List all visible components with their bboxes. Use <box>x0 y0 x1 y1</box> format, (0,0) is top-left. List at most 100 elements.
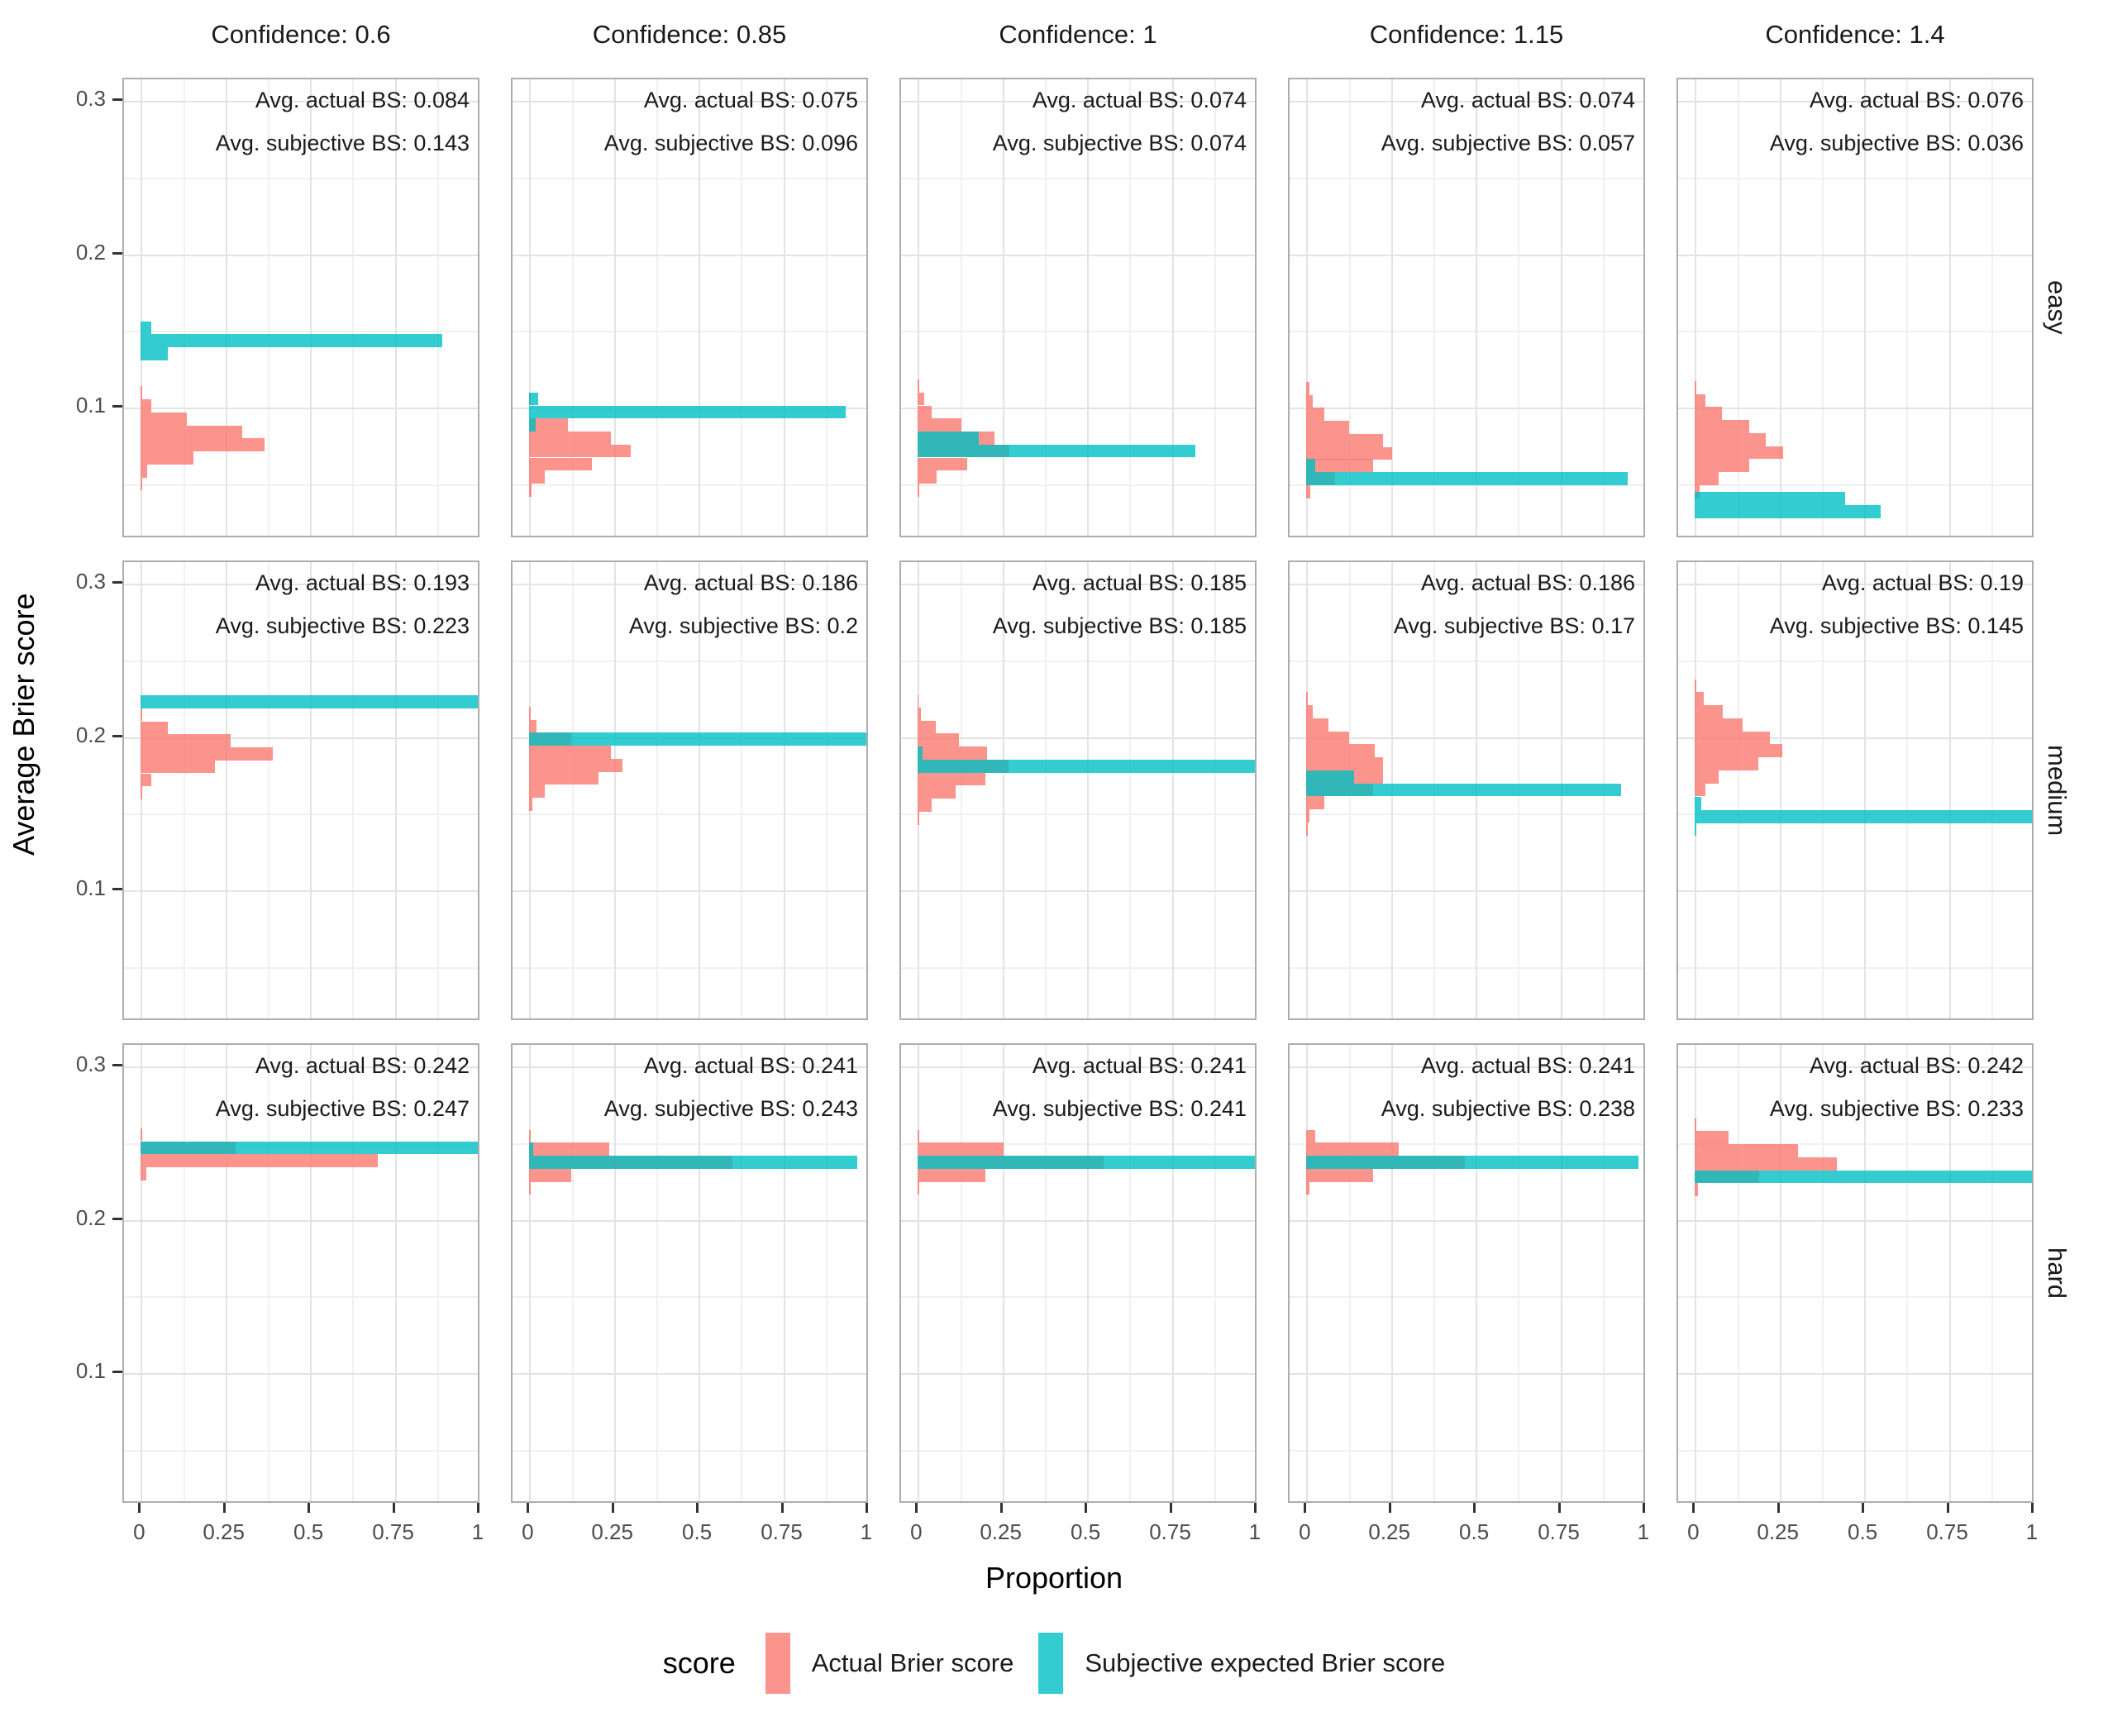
major-gridline <box>141 79 143 536</box>
actual-hist-bar <box>529 432 611 445</box>
minor-gridline <box>1214 562 1216 1018</box>
minor-gridline <box>124 966 478 969</box>
minor-gridline <box>183 562 185 1018</box>
subjective-hist-bar <box>529 392 539 406</box>
actual-hist-bar <box>918 772 986 786</box>
major-gridline <box>1390 79 1393 536</box>
major-gridline <box>124 101 478 103</box>
actual-hist-bar <box>141 747 273 761</box>
x-tick-mark <box>392 1503 395 1513</box>
subjective-hist-bar <box>1695 823 1697 837</box>
x-tick-mark <box>1642 1503 1645 1513</box>
actual-hist-bar <box>529 1129 532 1143</box>
major-gridline <box>124 584 478 586</box>
minor-gridline <box>1906 79 1909 536</box>
actual-hist-bar <box>141 464 148 478</box>
minor-gridline <box>825 1045 827 1501</box>
major-gridline <box>783 79 785 536</box>
minor-gridline <box>124 331 478 333</box>
subjective-hist-bar <box>141 334 442 348</box>
major-gridline <box>1476 1045 1478 1501</box>
y-tick-mark <box>112 581 122 584</box>
minor-gridline <box>571 1045 574 1501</box>
minor-gridline <box>124 1296 478 1299</box>
panel-medium-0.85: Avg. actual BS: 0.186 Avg. subjective BS:… <box>511 560 868 1020</box>
x-tick-mark <box>915 1503 918 1513</box>
minor-gridline <box>1433 79 1435 536</box>
x-tick-mark <box>780 1503 784 1513</box>
minor-gridline <box>267 1045 269 1501</box>
major-gridline <box>1779 562 1781 1018</box>
minor-gridline <box>960 562 962 1018</box>
actual-hist-bar <box>918 379 920 393</box>
major-gridline <box>901 1066 1255 1069</box>
avg-subjective-annotation: Avg. subjective BS: 0.247 <box>215 1096 470 1121</box>
major-gridline <box>513 889 866 892</box>
subjective-hist-bar <box>529 1142 534 1157</box>
actual-hist-bar <box>141 786 143 799</box>
actual-hist-bar <box>1306 809 1310 823</box>
x-tick-label: 1 <box>1248 1519 1261 1544</box>
avg-actual-annotation: Avg. actual BS: 0.241 <box>1032 1053 1247 1078</box>
actual-hist-bar <box>918 785 956 799</box>
major-gridline <box>1948 1045 1951 1501</box>
x-tick-label: 0.75 <box>372 1519 414 1544</box>
actual-hist-bar <box>1695 731 1770 745</box>
actual-hist-bar <box>529 457 593 471</box>
actual-hist-bar <box>141 477 143 491</box>
subjective-hist-bar <box>141 321 151 335</box>
actual-hist-bar <box>918 457 967 471</box>
major-gridline <box>1678 1372 2032 1375</box>
minor-gridline <box>267 562 269 1018</box>
minor-gridline <box>901 1296 1255 1299</box>
actual-hist-bar <box>1695 705 1723 718</box>
minor-gridline <box>1044 79 1047 536</box>
actual-hist-bar <box>1306 718 1329 732</box>
x-tick-mark <box>611 1503 614 1513</box>
minor-gridline <box>513 177 866 179</box>
major-gridline <box>513 1066 866 1069</box>
minor-gridline <box>436 562 439 1018</box>
actual-hist-bar <box>141 1154 378 1167</box>
minor-gridline <box>656 1045 658 1501</box>
major-gridline <box>1290 407 1643 409</box>
minor-gridline <box>901 1449 1255 1452</box>
subjective-hist-bar <box>1306 459 1316 473</box>
avg-subjective-annotation: Avg. subjective BS: 0.233 <box>1769 1096 2024 1121</box>
panel-easy-1.4: Avg. actual BS: 0.076 Avg. subjective BS:… <box>1676 78 2034 537</box>
minor-gridline <box>825 79 827 536</box>
actual-hist-bar <box>141 386 143 400</box>
actual-hist-bar <box>141 773 151 787</box>
major-gridline <box>225 79 227 536</box>
actual-hist-bar <box>141 760 216 774</box>
panel-medium-1: Avg. actual BS: 0.185 Avg. subjective BS:… <box>899 560 1257 1020</box>
actual-hist-bar <box>1306 796 1325 810</box>
actual-hist-bar <box>529 706 532 720</box>
minor-gridline <box>1433 1045 1435 1501</box>
major-gridline <box>1678 407 2032 409</box>
minor-gridline <box>656 79 658 536</box>
y-tick-label: 0.2 <box>75 239 106 265</box>
major-gridline <box>225 1045 227 1501</box>
actual-hist-bar <box>918 799 932 812</box>
actual-hist-bar <box>1306 446 1393 460</box>
y-tick-mark <box>112 887 122 890</box>
major-gridline <box>613 1045 616 1501</box>
actual-hist-bar <box>1306 1168 1374 1182</box>
minor-gridline <box>1821 1045 1824 1501</box>
actual-hist-bar <box>1306 394 1314 408</box>
x-tick-label: 0.75 <box>1926 1519 1968 1544</box>
y-tick-mark <box>112 1370 122 1373</box>
actual-hist-bar <box>141 734 231 747</box>
actual-hist-bar <box>529 444 632 458</box>
minor-gridline <box>741 562 743 1018</box>
avg-subjective-annotation: Avg. subjective BS: 0.223 <box>215 613 470 638</box>
minor-gridline <box>352 1045 355 1501</box>
panel-easy-0.6: Avg. actual BS: 0.084 Avg. subjective BS:… <box>122 78 479 537</box>
x-tick-label: 0 <box>1687 1519 1700 1544</box>
x-tick-mark <box>1388 1503 1391 1513</box>
avg-subjective-annotation: Avg. subjective BS: 0.17 <box>1393 613 1635 638</box>
actual-hist-bar <box>141 412 187 426</box>
actual-hist-bar <box>918 707 922 721</box>
x-tick-mark <box>1692 1503 1695 1513</box>
